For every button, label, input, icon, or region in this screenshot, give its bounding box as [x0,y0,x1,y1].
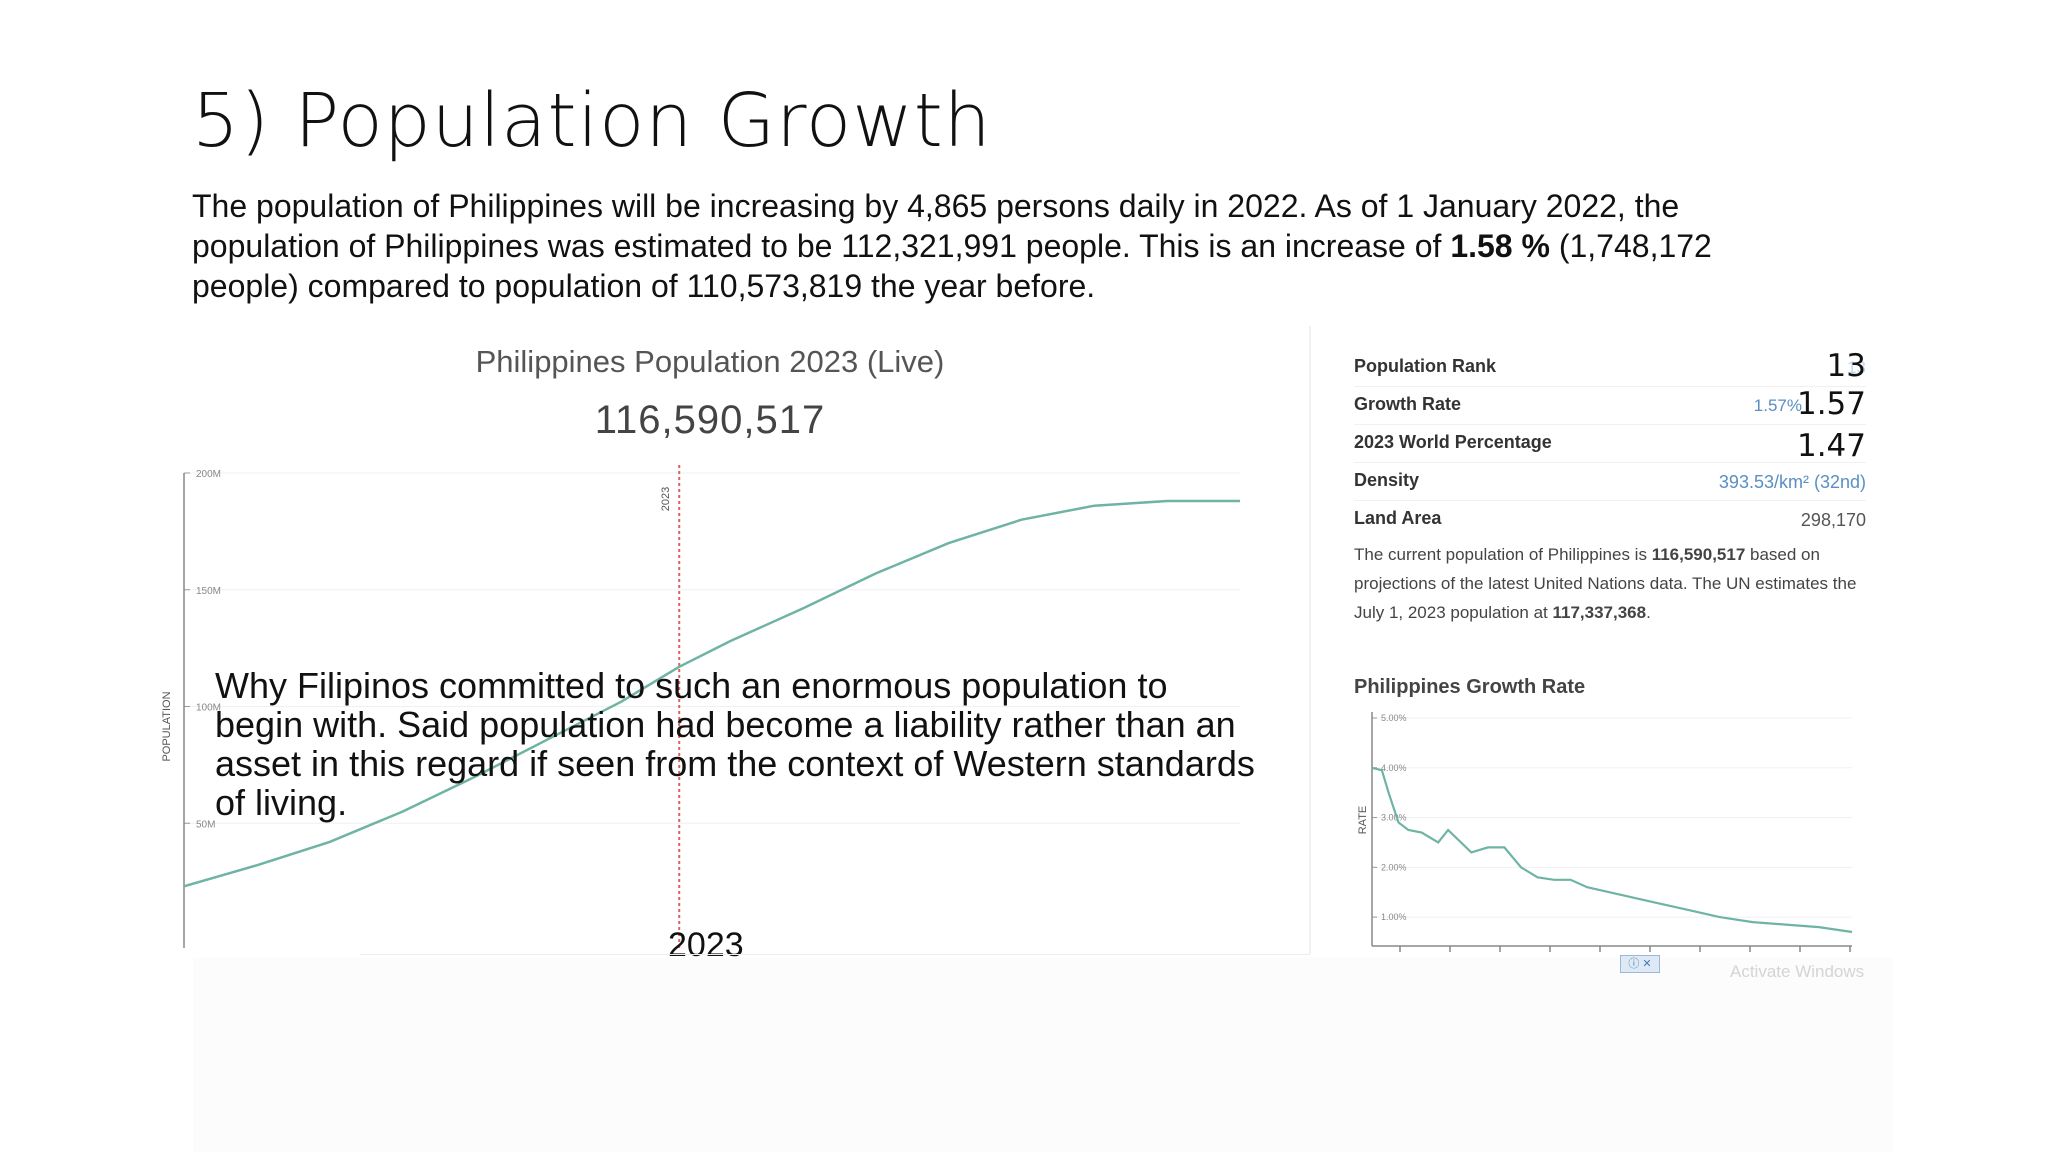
stat-overlay-value: 1.47 [1796,428,1866,464]
stats-bold-current: 116,590,517 [1651,545,1746,564]
stat-row-population-rank: Population Rank 13 13 [1354,348,1866,387]
y-tick-label: 5.00% [1381,713,1407,723]
stat-label: Land Area [1354,508,1442,528]
stat-label: Population Rank [1354,356,1497,376]
live-population-value: 116,590,517 [594,398,826,442]
stat-row-growth-rate: Growth Rate 1.57% 1.57 [1354,386,1866,425]
stat-value[interactable]: 393.53/km² (32nd) [1718,472,1866,492]
stat-value: 1.57% [1753,396,1802,415]
stat-row-world-percentage: 2023 World Percentage 1.47 [1354,424,1866,464]
stat-row-land-area: Land Area 298,170 [1354,500,1866,538]
stat-label: 2023 World Percentage [1354,432,1552,452]
y-tick-label: 200M [196,469,221,480]
population-series-line [183,499,1240,888]
intro-bold-percent: 1.58 % [1450,228,1550,264]
stat-value: 298,170 [1800,510,1866,530]
overlay-textbox: Why Filipinos committed to such an enorm… [215,665,1255,823]
bottom-blank-area [193,958,1893,1152]
growth-rate-chart: 1.00% 2.00% 3.00% 4.00% 5.00% RATE [1357,712,1853,952]
intro-paragraph: The population of Philippines will be in… [192,186,1812,306]
year-label: 2023 [668,926,744,964]
stats-text-3: . [1646,603,1651,622]
stat-overlay-value: 13 [1826,348,1866,384]
y-tick-label: 1.00% [1381,912,1407,922]
stats-bold-july: 117,337,368 [1552,603,1647,622]
activate-windows-watermark: Activate Windows [1730,962,1865,981]
growth-chart-title: Philippines Growth Rate [1354,676,1586,698]
y-axis-label: RATE [1357,806,1369,835]
intro-text-1: The population of Philippines will be in… [192,188,1680,264]
y-tick-label: 100M [196,703,221,714]
stat-overlay-value: 1.57 [1796,386,1866,422]
y-tick-label: 4.00% [1381,763,1407,773]
growth-series-line [1371,766,1853,934]
stat-label: Density [1354,470,1420,490]
y-tick-label: 150M [196,586,221,597]
chart-bottom-border [360,954,1310,955]
live-chart-title: Philippines Population 2023 (Live) [475,344,945,379]
stat-row-density: Density 393.53/km² (32nd) [1354,462,1866,501]
stats-text-1: The current population of Philippines is [1354,545,1652,564]
stat-value: 13 [1847,358,1866,377]
year-marker-label: 2023 [660,487,672,511]
y-tick-label: 3.00% [1381,813,1407,823]
stats-paragraph: The current population of Philippines is… [1354,540,1870,627]
panel-divider [1309,326,1311,954]
intro-text-2: (1,748,172 people) compared to populatio… [192,228,1712,304]
y-tick-label: 2.00% [1381,862,1407,872]
ad-choices-icon[interactable]: ⓘ ✕ [1620,955,1660,973]
y-tick-label: 50M [196,819,215,830]
stat-label: Growth Rate [1354,394,1462,414]
stats-text-2: based on projections of the latest Unite… [1354,545,1857,622]
slide-title: 5) Population Growth [192,78,992,164]
population-chart: 50M 100M 150M 200M POPULATION 2023 [161,465,1240,950]
y-axis-label: POPULATION [161,691,173,761]
